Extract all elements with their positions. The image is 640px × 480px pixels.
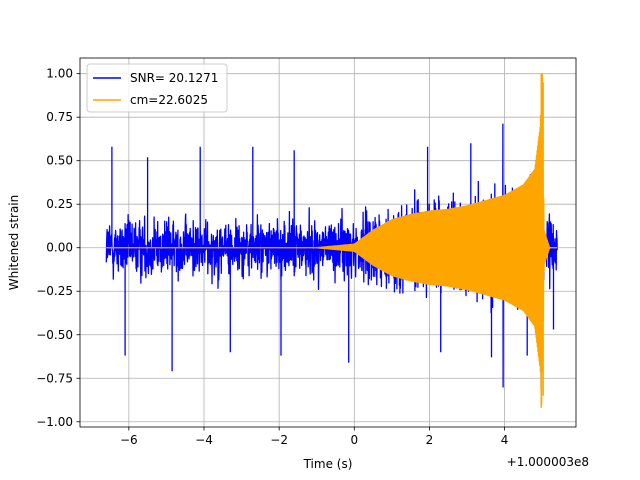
legend-box <box>86 63 228 113</box>
y-tick-label: 0.00 <box>46 241 73 255</box>
y-tick-label: −1.00 <box>36 415 73 429</box>
y-tick-label: 0.25 <box>46 197 73 211</box>
x-tick-label: 4 <box>501 433 509 447</box>
legend-label-snr: SNR= 20.1271 <box>130 71 218 85</box>
legend-label-template: cm=22.6025 <box>130 93 208 107</box>
y-tick-label: 0.50 <box>46 154 73 168</box>
x-tick-label: −2 <box>270 433 288 447</box>
axes-frame <box>79 57 577 428</box>
x-axis-offset-label: +1.000003e8 <box>507 455 589 469</box>
legend: SNR= 20.1271 cm=22.6025 <box>86 63 228 113</box>
x-axis-label: Time (s) <box>303 457 353 471</box>
y-axis-label: Whitened strain <box>7 195 21 291</box>
axis-ticks: −6 −4 −2 0 2 4 −1.00 −0.75 −0.50 −0.25 0.00 0.25 0.5… <box>36 67 508 447</box>
y-tick-label: −0.75 <box>36 371 73 385</box>
y-tick-label: 1.00 <box>46 67 73 81</box>
x-tick-label: −6 <box>120 433 138 447</box>
x-tick-label: 2 <box>426 433 434 447</box>
x-tick-label: 0 <box>350 433 358 447</box>
y-tick-label: 0.75 <box>46 110 73 124</box>
series-layer <box>105 73 558 408</box>
x-tick-label: −4 <box>195 433 213 447</box>
y-tick-label: −0.25 <box>36 284 73 298</box>
series-line-template <box>105 73 558 408</box>
y-tick-label: −0.50 <box>36 328 73 342</box>
